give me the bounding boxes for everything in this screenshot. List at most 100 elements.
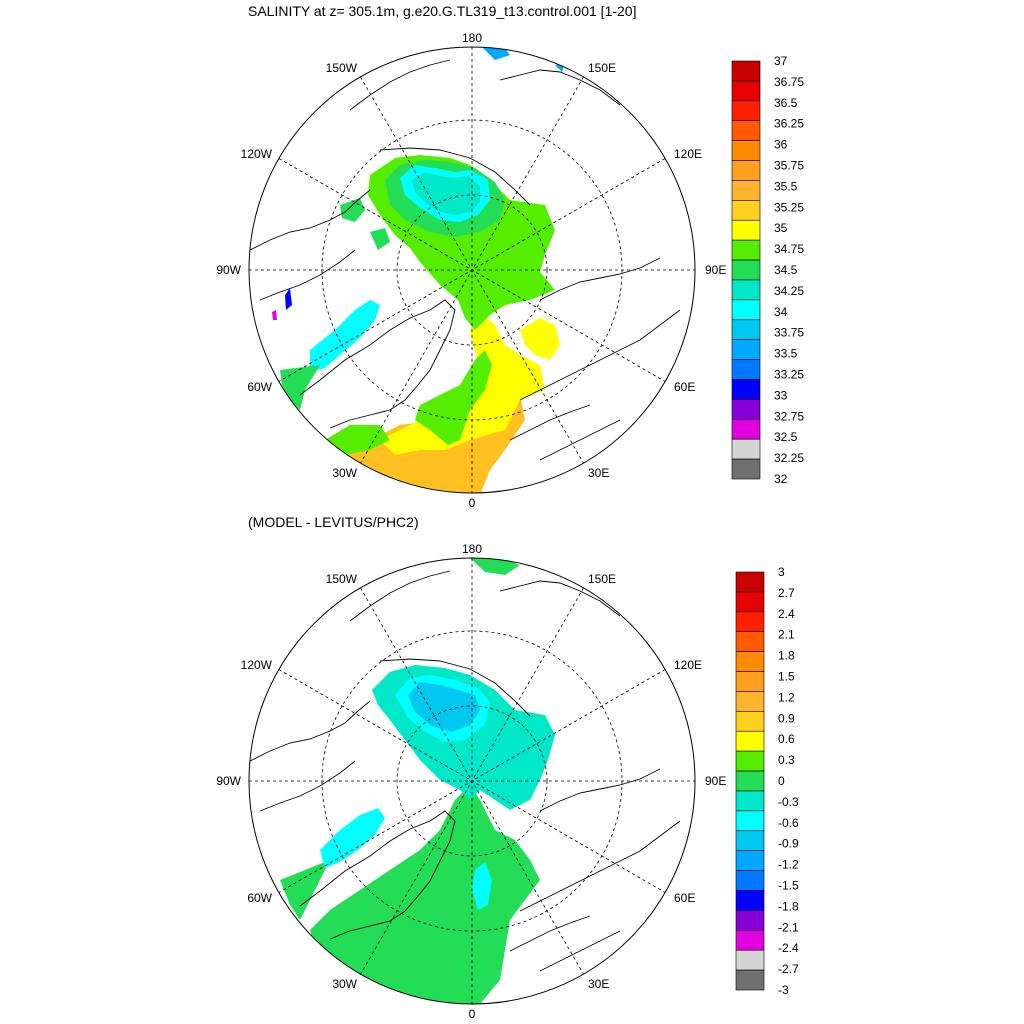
panel1-colorbar-box-4 [731, 140, 761, 161]
atlantic-green-tongue [415, 350, 492, 445]
panel1-colorbar-box-12 [731, 299, 761, 321]
panel1-colorbar-box-9 [731, 239, 761, 261]
panel2-colorbar-label-16: -1.8 [778, 899, 799, 913]
panel1-colorbar-label-18: 32.5 [774, 430, 798, 444]
panel1-colorbar-label-9: 34.75 [774, 242, 804, 256]
panel1-colorbar-label-10: 34.5 [774, 263, 798, 277]
p2-atlantic-green [310, 785, 540, 1004]
panel1-colorbar-label-12: 34 [774, 305, 788, 319]
p1-lon-120w: 120W [241, 147, 273, 161]
hudson-blue-sliver [285, 288, 292, 310]
p1-lon-60e: 60E [674, 380, 695, 394]
p1-lon-90e: 90E [705, 263, 726, 277]
p2-lon-150w: 150W [326, 572, 358, 586]
panel2-colorbar-box-7 [735, 711, 765, 732]
panel1-map-border [248, 46, 696, 494]
panel1-colorbar-box-8 [731, 219, 761, 241]
panel1-colorbar-label-16: 33 [774, 388, 788, 402]
arctic-cyan-inner [412, 172, 480, 215]
panel2-colorbar-label-11: -0.3 [778, 795, 799, 809]
panel1-title: SALINITY at z= 305.1m, g.e20.G.TL319_t13… [248, 3, 637, 19]
panel2-colorbar-label-9: 0.3 [778, 753, 795, 767]
panel2-colorbar-label-7: 0.9 [778, 711, 795, 725]
irminger-green-region [325, 425, 390, 455]
panel2-colorbar-label-2: 2.4 [778, 607, 795, 621]
panel1-colorbar-box-1 [731, 80, 761, 102]
panel2-field [249, 558, 681, 1004]
panel2-colorbar-label-17: -2.1 [778, 920, 799, 934]
panel1-colorbar-box-18 [731, 418, 761, 440]
panel1-colorbar-box-20 [731, 458, 761, 480]
panel2-colorbar-box-9 [735, 750, 765, 772]
panel1-colorbar-box-7 [731, 200, 761, 221]
panel2-coastlines [249, 570, 681, 972]
panel2-colorbar-label-10: 0 [778, 774, 785, 788]
p2-lon-90w: 90W [216, 774, 241, 788]
p1-lon-150e: 150E [588, 61, 616, 75]
p2-baffin-cyan [320, 808, 385, 868]
p2-lon-180: 180 [462, 542, 482, 556]
panel2-colorbar-box-13 [735, 830, 765, 851]
panel2-colorbar-label-15: -1.5 [778, 879, 799, 893]
panel1-colorbar-box-19 [731, 438, 761, 460]
panel1-colorbar-box-14 [731, 339, 761, 360]
panel2-graticule [249, 558, 695, 1004]
panel1-colorbar-box-15 [731, 359, 761, 380]
p1-lon-0: 0 [469, 496, 476, 510]
panel2-colorbar-box-6 [735, 691, 765, 712]
panel2-colorbar-box-14 [735, 850, 765, 871]
pacific-cyan-bits [480, 47, 565, 72]
panel2-colorbar-box-16 [735, 890, 765, 911]
p2-lon-0: 0 [469, 1007, 476, 1021]
baffin-cyan-region [310, 300, 380, 372]
panel2-colorbar-label-13: -0.9 [778, 837, 799, 851]
p1-lon-30w: 30W [332, 466, 357, 480]
yellow-patch-east [520, 318, 560, 360]
panel2-colorbar-box-15 [735, 870, 765, 891]
panel1-colorbar-box-0 [731, 60, 761, 82]
panel2-colorbar-box-10 [735, 770, 765, 792]
panel1-colorbar-label-4: 36 [774, 138, 788, 152]
panel2-colorbar-box-17 [735, 910, 765, 931]
panel2-colorbar-label-4: 1.8 [778, 649, 795, 663]
p2-lon-30e: 30E [588, 977, 609, 991]
panel2-colorbar-label-19: -2.7 [778, 962, 799, 976]
panel1-colorbar-label-3: 36.25 [774, 117, 804, 131]
p2-lon-30w: 30W [332, 977, 357, 991]
panel1-colorbar-label-1: 36.75 [774, 75, 804, 89]
panel2-colorbar-label-6: 1.2 [778, 690, 795, 704]
panel1-graticule [249, 47, 695, 493]
p1-lon-90w: 90W [216, 263, 241, 277]
panel2-title: (MODEL - LEVITUS/PHC2) [248, 514, 419, 530]
p2-lon-120w: 120W [241, 658, 273, 672]
panel2-colorbar-box-12 [735, 810, 765, 832]
panel2-colorbar-box-11 [735, 790, 765, 812]
panel2-map-border [248, 557, 696, 1005]
panel2-colorbar-box-4 [735, 651, 765, 672]
panel2-colorbar-box-8 [735, 730, 765, 752]
panel1-colorbar-label-7: 35.25 [774, 200, 804, 214]
panel1-colorbar-label-0: 37 [774, 54, 788, 68]
panel2-colorbar-box-3 [735, 631, 765, 652]
p2-arctic-cyan-core [408, 682, 480, 732]
p2-lon-90e: 90E [705, 774, 726, 788]
p2-lon-60w: 60W [247, 891, 272, 905]
panel1-colorbar-label-15: 33.25 [774, 368, 804, 382]
p2-lon-120e: 120E [674, 658, 702, 672]
panel1-colorbar-label-11: 34.25 [774, 284, 804, 298]
panel2-colorbar-label-5: 1.5 [778, 670, 795, 684]
p2-labrador-green [280, 860, 330, 920]
panel1-colorbar-box-17 [731, 399, 761, 420]
panel1-colorbar-label-8: 35 [774, 221, 788, 235]
p2-pacific-green [470, 558, 520, 575]
panel1-colorbar-box-3 [731, 120, 761, 141]
hudson-magenta-sliver [272, 310, 277, 320]
panel1-colorbar-box-11 [731, 279, 761, 301]
panel1-colorbar-label-13: 33.75 [774, 326, 804, 340]
panel1-colorbar-label-5: 35.75 [774, 159, 804, 173]
p1-lon-30e: 30E [588, 466, 609, 480]
panel2-colorbar-box-2 [735, 611, 765, 633]
panel1-colorbar-box-6 [731, 180, 761, 201]
